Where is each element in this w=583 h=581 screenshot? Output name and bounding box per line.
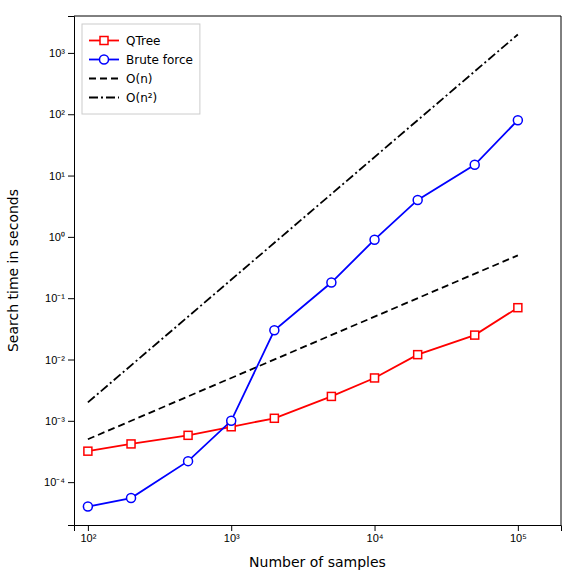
- legend-label: Brute force: [126, 53, 193, 67]
- legend-swatch: [89, 78, 119, 80]
- x-tick: 10³: [224, 525, 240, 544]
- legend-entry: O(n²): [89, 91, 157, 105]
- series-line: [88, 308, 518, 451]
- y-tick-label: 10⁻²: [45, 354, 65, 366]
- series-marker: [270, 326, 279, 335]
- y-tick: 10⁰: [49, 231, 74, 243]
- series-marker: [127, 494, 136, 503]
- x-tick-mark: [231, 525, 232, 531]
- series-marker: [513, 116, 522, 125]
- y-tick-label: 10⁻³: [45, 415, 65, 427]
- legend-marker: [100, 55, 109, 64]
- series-marker: [371, 374, 379, 382]
- series-marker: [471, 331, 479, 339]
- series-marker: [83, 502, 92, 511]
- y-axis-title: Search time in seconds: [5, 189, 21, 352]
- y-tick: 10¹: [49, 170, 74, 182]
- y-tick-mark: [68, 360, 74, 361]
- y-tick-label: 10¹: [49, 170, 65, 182]
- series-marker: [414, 351, 422, 359]
- series-marker: [327, 278, 336, 287]
- legend-frame: [82, 24, 200, 114]
- x-axis-line: [75, 526, 562, 532]
- x-tick-mark: [518, 525, 519, 531]
- y-tick: 10³: [49, 47, 74, 59]
- x-tick-mark: [375, 525, 376, 531]
- y-tick-label: 10²: [49, 108, 65, 120]
- x-tick-label: 10²: [80, 532, 96, 544]
- x-tick-label: 10⁴: [367, 532, 384, 544]
- legend: QTree Brute force O(n) O(n²): [82, 24, 200, 114]
- y-tick-mark: [68, 114, 74, 115]
- frame-right: [561, 16, 562, 525]
- legend-label: O(n): [126, 72, 152, 86]
- legend-entry: O(n): [89, 72, 152, 86]
- y-tick-label: 10⁻¹: [45, 292, 65, 304]
- series-line: [88, 255, 518, 439]
- x-tick-label: 10³: [224, 532, 240, 544]
- legend-entry: Brute force: [89, 53, 193, 67]
- legend-entry: QTree: [89, 34, 160, 48]
- x-tick-mark: [88, 525, 89, 531]
- series-marker: [127, 440, 135, 448]
- legend-swatch: [89, 97, 119, 99]
- x-tick: 10²: [80, 525, 96, 544]
- y-axis-line: [68, 17, 75, 526]
- y-tick: 10²: [49, 108, 74, 120]
- y-tick-mark: [68, 237, 74, 238]
- x-tick: 10⁵: [510, 525, 527, 544]
- y-tick-label: 10⁰: [49, 231, 65, 243]
- y-tick-mark: [68, 482, 74, 483]
- series-marker: [327, 392, 335, 400]
- series-line: [88, 120, 518, 506]
- series-marker: [270, 414, 278, 422]
- y-tick: 10⁻³: [45, 415, 74, 427]
- plot: 10² 10³ 10⁴ 10⁵ 10⁻⁴ 10⁻³ 10⁻² 10⁻¹ 10⁰ 10¹ 10² 10³…: [44, 16, 561, 544]
- frame-top: [74, 16, 561, 17]
- y-tick-mark: [68, 298, 74, 299]
- y-tick-label: 10⁻⁴: [44, 476, 65, 488]
- legend-marker: [100, 37, 108, 45]
- y-axis: 10⁻⁴ 10⁻³ 10⁻² 10⁻¹ 10⁰ 10¹ 10² 10³: [44, 17, 74, 526]
- series-marker: [413, 195, 422, 204]
- x-axis: 10² 10³ 10⁴ 10⁵: [75, 525, 562, 544]
- y-tick-mark: [68, 176, 74, 177]
- y-tick-label: 10³: [49, 47, 65, 59]
- series-marker: [514, 304, 522, 312]
- legend-label: QTree: [126, 34, 160, 48]
- y-tick-mark: [68, 53, 74, 54]
- x-tick-label: 10⁵: [510, 532, 527, 544]
- series-marker: [184, 457, 193, 466]
- y-tick-mark: [68, 421, 74, 422]
- series-marker: [84, 447, 92, 455]
- x-tick: 10⁴: [367, 525, 384, 544]
- series-marker: [184, 431, 192, 439]
- series-marker: [470, 160, 479, 169]
- x-axis-title: Number of samples: [249, 554, 386, 570]
- series-marker: [370, 235, 379, 244]
- y-tick: 10⁻¹: [45, 292, 74, 304]
- y-tick: 10⁻²: [45, 354, 74, 366]
- legend-label: O(n²): [126, 91, 157, 105]
- chart: 10² 10³ 10⁴ 10⁵ 10⁻⁴ 10⁻³ 10⁻² 10⁻¹ 10⁰ 10¹ 10² 10³…: [0, 0, 583, 581]
- y-tick: 10⁻⁴: [44, 476, 74, 488]
- series-marker: [227, 416, 236, 425]
